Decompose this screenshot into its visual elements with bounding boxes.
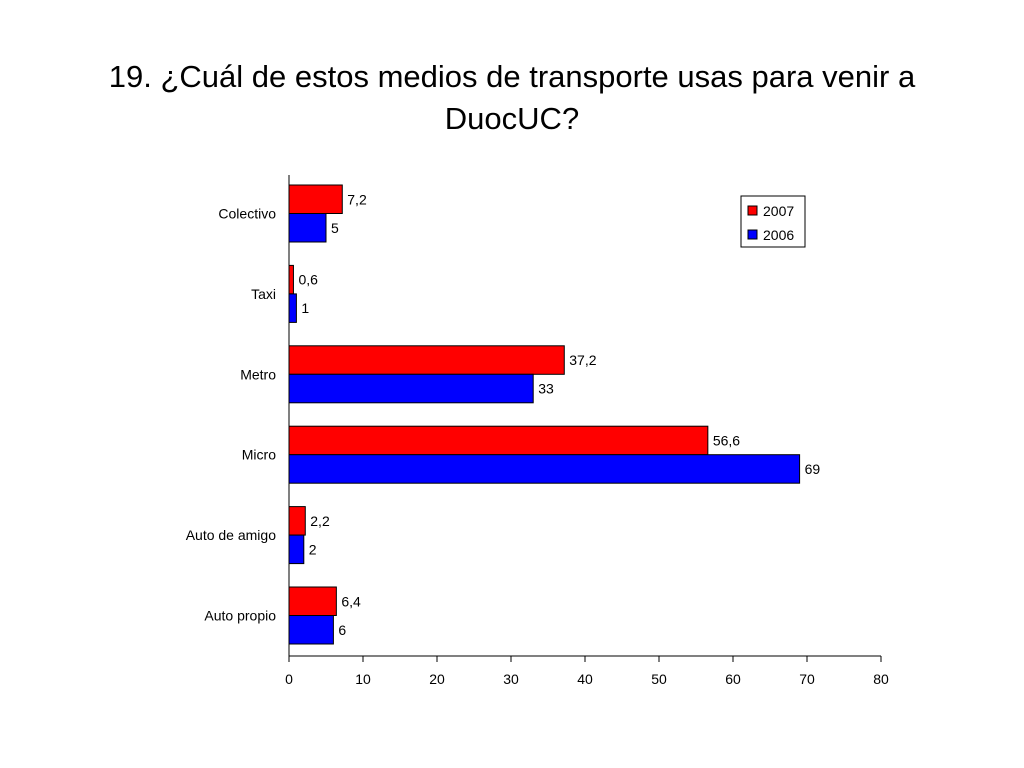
bar-taxi-2006: [288, 293, 297, 323]
bar-micro-2006: [288, 454, 801, 484]
value-label-auto-de-amigo-2007: 2,2: [310, 513, 330, 529]
value-label-metro-2007: 37,2: [569, 352, 596, 368]
category-label-taxi: Taxi: [251, 286, 276, 302]
x-tick-label-0: 0: [285, 671, 293, 687]
legend-swatch-2007: [747, 205, 758, 216]
legend-label-2006: 2006: [763, 227, 794, 243]
bar-auto-propio-2007: [288, 586, 337, 616]
value-label-colectivo-2007: 7,2: [347, 191, 367, 207]
category-label-auto-de-amigo: Auto de amigo: [186, 527, 276, 543]
value-label-micro-2006: 69: [805, 461, 821, 477]
x-tick-label-80: 80: [873, 671, 889, 687]
value-label-colectivo-2006: 5: [331, 220, 339, 236]
legend-label-2007: 2007: [763, 203, 794, 219]
value-label-auto-de-amigo-2006: 2: [309, 541, 317, 557]
bar-metro-2007: [288, 345, 565, 375]
x-tick-label-50: 50: [651, 671, 667, 687]
x-tick-label-10: 10: [355, 671, 371, 687]
category-label-colectivo: Colectivo: [218, 206, 276, 222]
value-label-taxi-2006: 1: [301, 300, 309, 316]
bar-auto-de-amigo-2006: [288, 534, 305, 565]
legend-swatch-2006: [747, 229, 758, 240]
category-label-micro: Micro: [242, 447, 276, 463]
bar-auto-propio-2006: [288, 615, 334, 645]
category-label-metro: Metro: [240, 366, 276, 382]
bar-taxi-2007: [288, 264, 294, 295]
value-label-metro-2006: 33: [538, 381, 554, 397]
title-line-1: 19. ¿Cuál de estos medios de transporte …: [108, 59, 916, 94]
x-tick-label-40: 40: [577, 671, 593, 687]
x-tick-label-20: 20: [429, 671, 445, 687]
x-tick-label-30: 30: [503, 671, 519, 687]
bar-colectivo-2007: [288, 184, 343, 214]
bar-metro-2006: [288, 373, 534, 404]
category-label-auto-propio: Auto propio: [204, 608, 276, 624]
value-label-micro-2007: 56,6: [713, 432, 740, 448]
value-label-taxi-2007: 0,6: [298, 272, 318, 288]
bar-micro-2007: [288, 425, 709, 456]
bar-auto-de-amigo-2007: [288, 506, 306, 536]
page-title: 19. ¿Cuál de estos medios de transporte …: [0, 56, 1024, 140]
value-label-auto-propio-2006: 6: [338, 622, 346, 638]
x-tick-label-60: 60: [725, 671, 741, 687]
value-label-auto-propio-2007: 6,4: [341, 593, 361, 609]
x-tick-label-70: 70: [799, 671, 815, 687]
bar-colectivo-2006: [288, 213, 327, 243]
title-line-2: DuocUC?: [444, 101, 580, 136]
